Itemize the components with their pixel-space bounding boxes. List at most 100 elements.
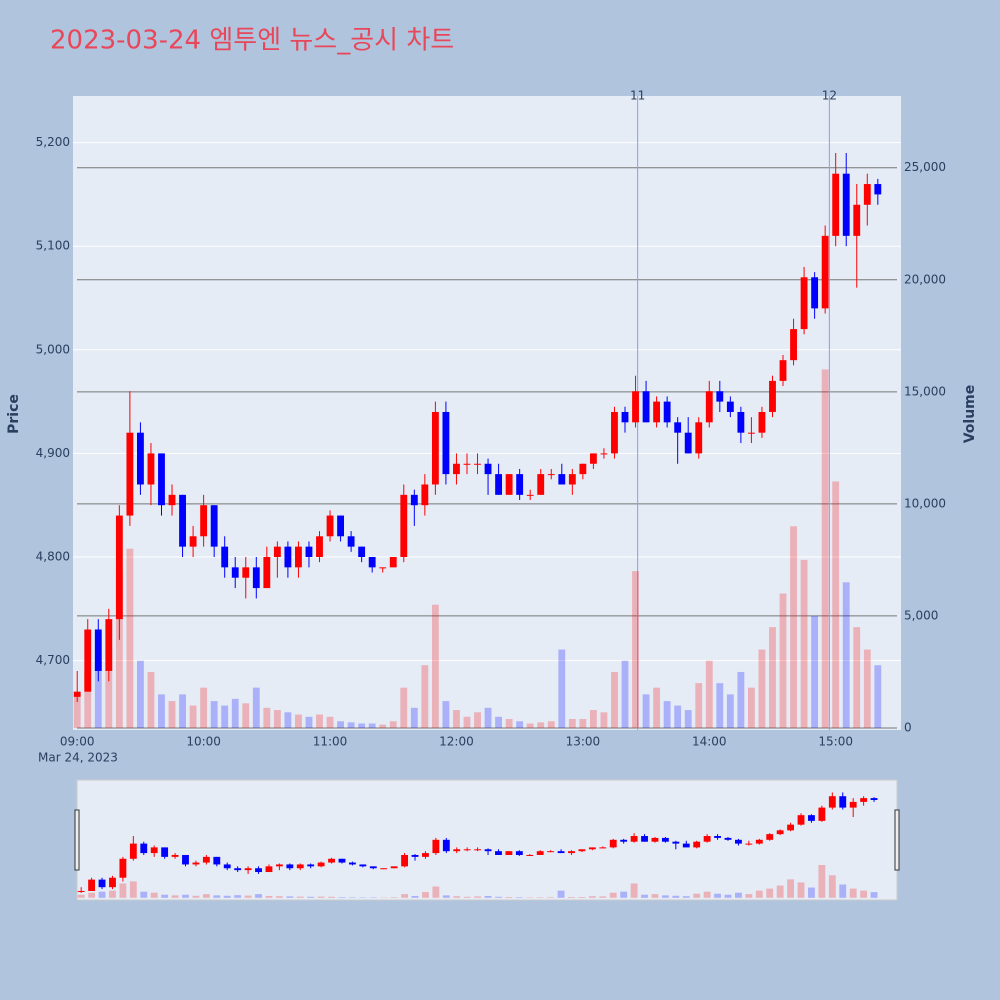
volume-bar bbox=[703, 891, 711, 898]
volume-bar bbox=[390, 897, 398, 898]
volume-bar bbox=[797, 882, 805, 898]
candle-body bbox=[800, 277, 808, 330]
candle-body bbox=[724, 837, 732, 840]
candle-body bbox=[338, 858, 346, 863]
volume-bar bbox=[401, 894, 409, 898]
candle-body bbox=[307, 864, 315, 867]
volume-bar bbox=[442, 895, 450, 898]
candle-body bbox=[150, 847, 158, 854]
candle-body bbox=[286, 864, 294, 869]
candle-body bbox=[379, 567, 387, 569]
volume-bar bbox=[84, 671, 92, 728]
volume-bar bbox=[192, 895, 200, 898]
candle-body bbox=[505, 851, 513, 855]
candle-body bbox=[842, 173, 850, 236]
volume-bar bbox=[790, 526, 797, 728]
candle-body bbox=[389, 556, 397, 568]
candle-body bbox=[453, 463, 460, 475]
volume-bar bbox=[505, 719, 513, 728]
volume-bar bbox=[431, 604, 439, 728]
candle-body bbox=[129, 843, 137, 859]
volume-bar bbox=[115, 571, 123, 728]
candle-body bbox=[411, 854, 419, 857]
volume-bar bbox=[231, 698, 239, 728]
candle-body bbox=[213, 856, 221, 865]
candle-body bbox=[716, 391, 724, 402]
volume-bar bbox=[119, 883, 127, 898]
candle-body bbox=[119, 858, 127, 878]
candle-body bbox=[797, 815, 805, 825]
slider-handle[interactable] bbox=[74, 809, 80, 871]
candle-body bbox=[317, 862, 325, 867]
y2-axis-title: Volume bbox=[962, 385, 978, 444]
candle-body bbox=[588, 847, 596, 850]
candle-body bbox=[421, 484, 429, 506]
candle-body bbox=[326, 515, 334, 537]
volume-bar bbox=[182, 894, 189, 898]
slider-handle[interactable] bbox=[894, 809, 900, 871]
candle-body bbox=[516, 474, 524, 495]
candle-body bbox=[432, 839, 440, 854]
candle-body bbox=[255, 868, 262, 873]
candle-body bbox=[109, 877, 116, 888]
candle-body bbox=[568, 474, 576, 485]
candle-body bbox=[515, 851, 523, 855]
volume-bar bbox=[410, 707, 418, 728]
candle-body bbox=[609, 839, 617, 848]
range-slider[interactable] bbox=[76, 779, 898, 901]
candle-body bbox=[779, 360, 787, 381]
volume-bar bbox=[105, 649, 113, 728]
volume-bar bbox=[558, 649, 566, 728]
candle-body bbox=[105, 619, 113, 671]
candle-body bbox=[244, 868, 252, 871]
candle-body bbox=[242, 567, 250, 578]
volume-bar bbox=[818, 865, 826, 898]
volume-bar bbox=[316, 714, 323, 728]
volume-bar bbox=[828, 875, 836, 898]
volume-bar bbox=[693, 893, 701, 898]
volume-bar bbox=[568, 719, 576, 728]
volume-bar bbox=[735, 892, 742, 898]
candle-body bbox=[275, 864, 283, 867]
candle-body bbox=[735, 839, 742, 844]
candle-body bbox=[380, 868, 388, 870]
candle-body bbox=[223, 864, 231, 869]
candle-body bbox=[651, 837, 659, 842]
volume-bar bbox=[747, 687, 755, 728]
volume-bar bbox=[705, 660, 713, 728]
candle-body bbox=[328, 858, 335, 863]
volume-bar bbox=[787, 879, 795, 898]
candle-body bbox=[630, 836, 638, 842]
volume-bar bbox=[611, 671, 618, 728]
candle-body bbox=[747, 432, 755, 434]
candle-body bbox=[401, 854, 409, 867]
volume-bar bbox=[484, 707, 492, 728]
y-tick-label: 5,100 bbox=[36, 239, 70, 253]
volume-bar bbox=[421, 665, 429, 728]
volume-bar bbox=[389, 721, 397, 728]
volume-bar bbox=[109, 890, 116, 898]
volume-bar bbox=[98, 891, 106, 898]
candle-body bbox=[557, 851, 565, 854]
volume-bar bbox=[568, 896, 575, 898]
volume-bar bbox=[136, 660, 144, 728]
volume-bar bbox=[255, 894, 262, 898]
x-tick-label: 09:00 bbox=[60, 735, 95, 749]
volume-bar bbox=[724, 894, 732, 898]
x-tick-label: 12:00 bbox=[439, 735, 474, 749]
volume-bar bbox=[338, 897, 346, 898]
candle-body bbox=[400, 494, 408, 557]
candle-body bbox=[661, 837, 669, 842]
candle-body bbox=[853, 204, 861, 236]
volume-bar bbox=[223, 895, 231, 898]
volume-bar bbox=[526, 723, 534, 728]
candle-body bbox=[821, 235, 829, 309]
candle-body bbox=[832, 173, 840, 236]
candle-body bbox=[358, 546, 366, 557]
volume-bar bbox=[609, 892, 617, 898]
volume-bar bbox=[632, 571, 639, 728]
volume-bar bbox=[863, 649, 871, 728]
candle-body bbox=[505, 474, 513, 495]
volume-bar bbox=[684, 710, 692, 728]
candle-body bbox=[359, 864, 367, 867]
